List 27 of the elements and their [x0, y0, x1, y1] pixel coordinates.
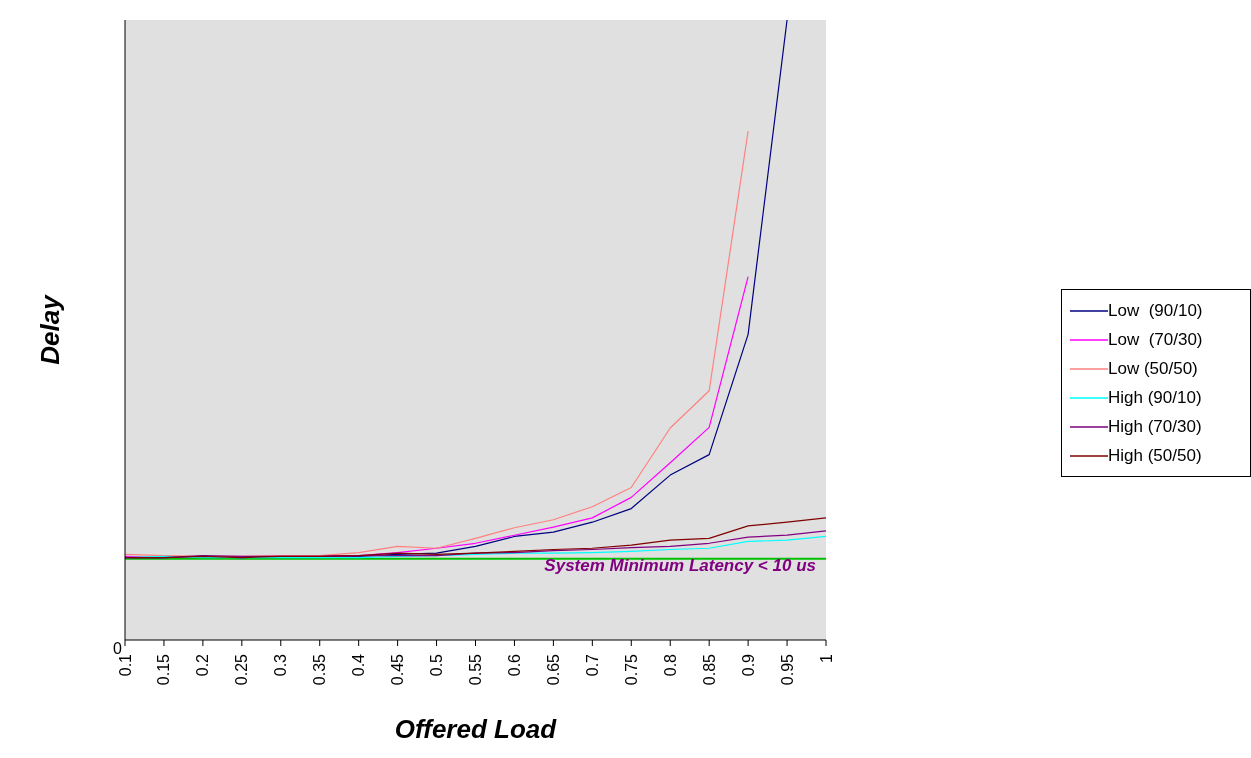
x-tick-label: 0.95 — [778, 653, 796, 686]
x-tick-label: 0.65 — [544, 653, 562, 686]
x-axis-title: Offered Load — [394, 714, 558, 745]
x-tick-label: 0.55 — [467, 653, 484, 686]
legend-label: Low (50/50) — [1108, 358, 1198, 380]
legend-label: Low (90/10) — [1108, 300, 1203, 322]
x-tick-label: 0.35 — [311, 653, 329, 686]
x-tick-label: 0.3 — [272, 653, 290, 677]
y-axis-title: Delay — [35, 293, 66, 365]
x-tick-label: 0.4 — [350, 653, 368, 677]
x-tick-label: 0.7 — [583, 653, 601, 677]
x-tick-label: 0.85 — [700, 653, 718, 686]
x-tick-label: 0.6 — [505, 653, 523, 677]
x-tick-label: 0.15 — [155, 653, 173, 686]
ref-line-label: System Minimum Latency < 10 us — [544, 555, 816, 575]
legend-label: High (90/10) — [1108, 387, 1202, 409]
x-tick-label: 0.5 — [428, 653, 446, 677]
legend-label: Low (70/30) — [1108, 329, 1203, 351]
x-tick-label: 0.75 — [622, 653, 640, 686]
x-tick-label: 0.2 — [194, 653, 212, 677]
x-tick-label: 0.25 — [233, 653, 251, 686]
x-tick-label: 0.45 — [389, 653, 407, 686]
x-tick-label: 0.9 — [739, 653, 757, 677]
legend-label: High (70/30) — [1108, 416, 1202, 438]
x-tick-label: 1 — [817, 653, 835, 663]
legend-label: High (50/50) — [1108, 445, 1202, 467]
x-tick-label: 0.8 — [661, 653, 679, 677]
